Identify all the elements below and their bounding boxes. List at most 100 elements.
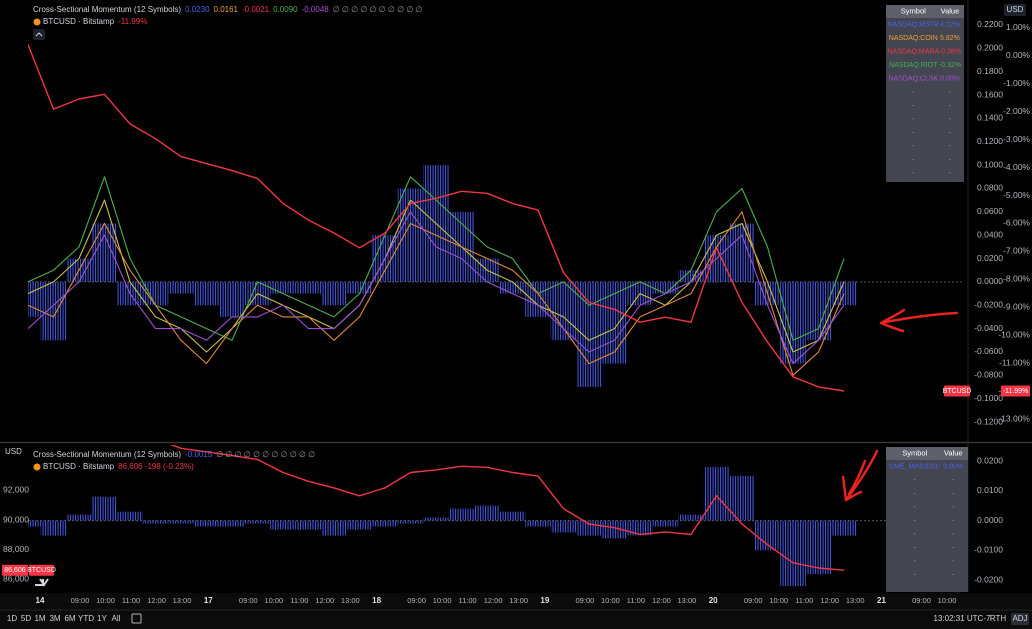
adjust-box[interactable] [1011,613,1029,625]
x-tick-label: 14 [36,596,45,605]
table-body [886,5,964,182]
indicator-legend: Cross-Sectional Momentum (12 Symbols) -0.… [33,450,315,459]
table-header-cell: Value [944,448,963,457]
x-tick-label: 12:00 [315,596,334,605]
histogram-bar [142,281,169,306]
range-button[interactable]: 5D [21,614,31,623]
y2-tick-label: -8.00% [1003,274,1030,284]
indicator-value: 0.0161 [214,5,239,14]
series-line [170,445,845,571]
table-header-cell: Symbol [901,6,926,15]
histogram-bar [295,281,322,294]
histogram-bar [295,520,322,530]
range-button[interactable]: 1D [7,614,17,623]
histogram-bar [448,508,475,521]
histogram-bar [168,281,194,294]
x-tick-label: 21 [877,596,886,605]
y-tick-label: 0.0200 [977,455,1003,465]
y2-tick-label: -9.00% [1003,302,1030,312]
table-cell: -0.32% [939,62,961,69]
currency-box[interactable] [1004,4,1026,16]
table-cell: - [949,89,952,96]
histogram-bar [372,520,398,527]
x-tick-label: 11:00 [122,596,140,605]
table-cell: -0.38% [939,49,961,56]
plot [28,445,964,587]
session-button[interactable]: RTH [990,614,1007,623]
table-cell: NASDAQ:MSTR [888,22,939,29]
series-line [28,44,845,392]
price-tag-name: BTCUSD [27,567,56,574]
x-tick-label: 09:00 [239,596,258,605]
y2-tick-label: 90,000 [3,514,29,524]
histogram-bar [321,520,347,536]
histogram-bar [525,520,551,527]
x-tick-label: 11:00 [795,596,813,605]
x-tick-label: 19 [540,596,549,605]
symbol-legend: BTCUSD · Bitstamp -11.99% [43,17,147,26]
y-tick-label: 0.0800 [977,183,1003,193]
top-pane [0,0,1032,441]
histogram-bar [576,281,602,387]
table-cell: - [949,157,952,164]
range-button[interactable]: 3M [49,614,60,623]
histogram-bar [142,520,169,524]
range-button[interactable]: All [112,614,121,623]
price-tag-box [29,564,54,576]
histogram-bar [550,520,577,533]
table-header-cell: Symbol [902,448,927,457]
table-cell: - [912,130,915,137]
calendar-button[interactable] [131,613,142,624]
range-button[interactable]: 1M [34,614,45,623]
histogram-bar [219,281,245,317]
adjust-button[interactable]: ADJ [1012,614,1027,623]
table-cell: - [952,572,955,579]
indicator-value: 0.0090 [273,5,298,14]
y-tick-label: 0.0600 [977,206,1003,216]
range-button[interactable]: 1Y [97,614,107,623]
x-tick-label: 10:00 [433,596,452,605]
histogram-bar [780,281,806,364]
x-tick-label: 11:00 [459,596,477,605]
table-cell: - [912,89,915,96]
currency[interactable]: USD [5,447,22,456]
y2-tick-label: 0.00% [1006,50,1031,60]
table-cell: - [912,143,915,150]
table-cell: 0.00% [943,464,963,471]
histogram-bar [193,281,220,306]
symbol-icon [33,463,41,471]
table-cell: - [912,103,915,110]
range-button[interactable]: YTD [78,614,94,623]
histogram-bar [678,270,704,282]
x-tick-label: 12:00 [484,596,503,605]
logo [35,578,49,587]
collapse-icon[interactable] [35,32,43,37]
table-cell: NASDAQ:CLSK [888,76,938,83]
table-cell: - [952,491,955,498]
histogram-bar [601,520,628,539]
currency[interactable]: USD [1007,5,1024,14]
y-tick-label: -0.0400 [974,323,1003,333]
indicator-legend: Cross-Sectional Momentum (12 Symbols) 0.0… [33,5,422,14]
y2-tick-label: -5.00% [1003,190,1030,200]
histogram-bar [754,520,781,551]
x-tick-label: 09:00 [744,596,763,605]
table-cell: NASDAQ:COIN [889,35,938,42]
histogram-bar [601,281,628,364]
y-tick-label: -0.0800 [974,370,1003,380]
table-cell: - [949,103,952,110]
y2-tick-label: 1.00% [1006,22,1031,32]
range-button[interactable]: 6M [64,614,75,623]
x-tick-label: 10:00 [264,596,283,605]
x-tick-label: 13:00 [678,596,697,605]
collapse-button[interactable] [33,29,45,40]
plot [28,44,964,392]
table-cell: - [949,116,952,123]
histogram-bar [397,520,424,524]
symbol-icon [33,18,41,26]
table-header [886,447,968,460]
y2-tick-label: -2.00% [1003,106,1030,116]
table-cell: - [914,518,917,525]
series-line [28,199,845,353]
